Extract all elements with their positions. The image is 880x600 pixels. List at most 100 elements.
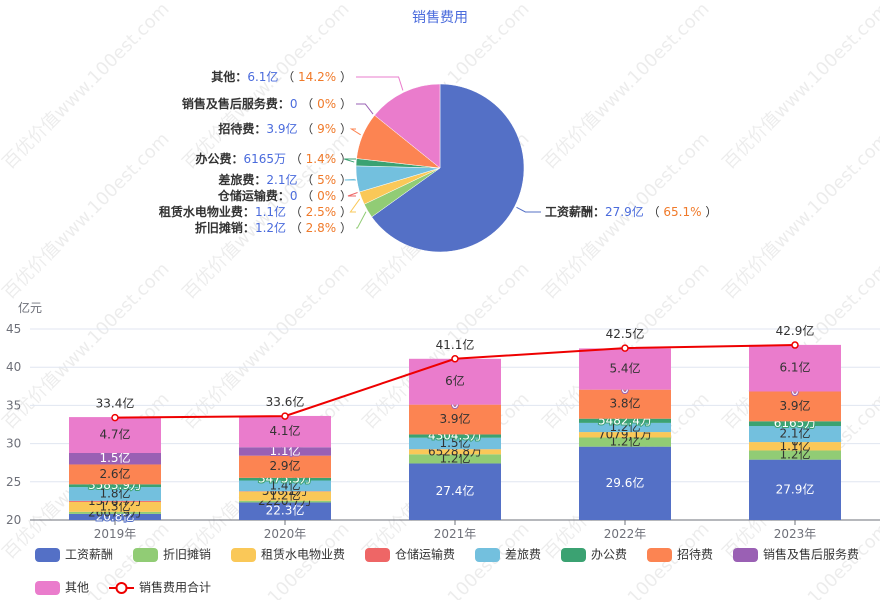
legend-item[interactable]: 差旅费 [475, 548, 541, 563]
bar-segment[interactable] [69, 417, 161, 453]
bar-segment[interactable] [579, 418, 671, 423]
bar-segment[interactable] [409, 434, 501, 438]
bar-data-label: 2.9亿 [269, 458, 300, 473]
legend-swatch-icon [475, 548, 500, 562]
bar-segment[interactable] [579, 389, 671, 419]
legend-item[interactable]: 招待费 [647, 548, 713, 563]
bar-data-label: 3.9亿 [439, 411, 470, 426]
bar-segment[interactable] [579, 422, 671, 433]
legend-item[interactable]: 销售及售后服务费 [733, 547, 859, 563]
pie-label-line [356, 103, 374, 115]
pie-slice-0[interactable] [371, 83, 525, 253]
bar-segment[interactable] [69, 500, 161, 502]
bar-segment[interactable] [749, 442, 841, 451]
legend-item[interactable]: 仓储运输费 [365, 547, 455, 563]
x-tick-label: 2022年 [604, 527, 647, 541]
bar-segment[interactable] [69, 464, 161, 485]
legend-label: 工资薪酬 [65, 548, 113, 562]
legend-label: 销售费用合计 [139, 580, 211, 595]
total-line-point[interactable] [451, 355, 459, 363]
pie-label-name: 仓储运输费： [217, 188, 290, 203]
bar-data-label: 2.1亿 [779, 426, 810, 441]
bar-segment[interactable] [69, 484, 161, 488]
bar-data-label: 29.6亿 [606, 475, 645, 490]
legend-swatch-icon [365, 548, 390, 562]
legend-item[interactable]: 工资薪酬 [35, 548, 113, 563]
bar-segment[interactable] [239, 415, 331, 448]
legend-swatch-icon [133, 548, 158, 562]
pie-label-percent: 0% [317, 97, 336, 111]
bar-data-label: 3.8亿 [609, 396, 640, 411]
legend-marker-icon [115, 582, 128, 594]
bar-data-label: 1.5亿 [439, 435, 470, 450]
bar-segment[interactable] [579, 446, 671, 520]
bar-segment[interactable] [409, 437, 501, 450]
bar-data-label: 6.1亿 [779, 360, 810, 375]
pie-label-name: 租赁水电物业费： [159, 204, 255, 219]
bar-data-label: 27.4亿 [436, 483, 475, 498]
pie-label-percent: 2.5% [306, 205, 337, 219]
legend-item[interactable]: 租赁水电物业费 [231, 548, 345, 563]
bar-segment[interactable] [69, 513, 161, 520]
bar-segment[interactable] [239, 455, 331, 478]
total-line-point[interactable] [621, 344, 629, 352]
bar-segment[interactable] [409, 463, 501, 520]
legend-item[interactable]: 办公费 [561, 547, 627, 563]
bar-segment[interactable] [239, 502, 331, 520]
bar-segment[interactable] [239, 477, 331, 481]
pie-label-name: 折旧摊销： [195, 220, 255, 235]
pie-label-line [349, 128, 361, 136]
pie-label-percent: 65.1% [663, 205, 701, 219]
legend-label: 差旅费 [505, 548, 541, 562]
bar-segment[interactable] [239, 447, 331, 456]
legend-label: 销售及售后服务费 [763, 547, 859, 562]
pie-label: 仓储运输费：0 （ 0% ） [217, 188, 352, 203]
bar-segment[interactable] [579, 348, 671, 390]
pie-slice-8[interactable] [374, 83, 441, 169]
bar-segment[interactable] [749, 421, 841, 427]
total-line-point[interactable] [281, 412, 289, 420]
pie-label-line [516, 206, 541, 213]
bar-segment[interactable] [409, 358, 501, 405]
legend-item[interactable]: 销售费用合计 [109, 580, 211, 595]
pie-label: 租赁水电物业费：1.1亿 （ 2.5% ） [159, 204, 352, 219]
bar-segment[interactable] [69, 487, 161, 501]
bar-segment[interactable] [579, 432, 671, 438]
bar-segment[interactable] [749, 450, 841, 460]
bar-data-label: 4.7亿 [99, 427, 130, 442]
pie-label-line [344, 158, 356, 163]
bar-segment[interactable] [409, 404, 501, 435]
pie-label-name: 销售及售后服务费： [182, 96, 290, 111]
bar-segment[interactable] [239, 500, 331, 503]
bar-segment[interactable] [579, 437, 671, 447]
pie-label: 折旧摊销：1.2亿 （ 2.8% ） [195, 220, 352, 235]
y-tick-label: 35 [6, 398, 21, 412]
legend-item[interactable]: 其他 [35, 581, 89, 596]
bar-segment[interactable] [749, 344, 841, 392]
pie-label-value: 6.1亿 [247, 69, 278, 84]
bar-segment[interactable] [69, 501, 161, 512]
bar-segment[interactable] [409, 454, 501, 464]
bar-segment[interactable] [749, 459, 841, 520]
pie-label-value: 0 [290, 97, 298, 111]
bar-segment[interactable] [749, 391, 841, 422]
total-line-label: 33.4亿 [96, 396, 135, 411]
pie-label: 销售及售后服务费：0 （ 0% ） [182, 96, 352, 111]
total-line-point[interactable] [111, 413, 119, 422]
bar-segment[interactable] [749, 426, 841, 443]
legend-label: 办公费 [591, 547, 627, 562]
bar-segment[interactable] [239, 480, 331, 492]
pie-label-value: 0 [290, 189, 298, 203]
bar-segment[interactable] [69, 511, 161, 514]
legend-label: 租赁水电物业费 [261, 548, 345, 562]
pie-label-value: 3.9亿 [266, 121, 297, 136]
bar-segment[interactable] [409, 449, 501, 455]
pie-label-percent: 14.2% [298, 70, 336, 84]
total-line-point[interactable] [791, 341, 799, 349]
legend-swatch-icon [35, 581, 60, 595]
bar-segment[interactable] [239, 491, 331, 501]
bar-segment[interactable] [69, 452, 161, 465]
pie-label: 其他：6.1亿 （ 14.2% ） [211, 69, 352, 84]
legend-item[interactable]: 折旧摊销 [133, 547, 211, 563]
y-tick-label: 25 [6, 475, 21, 489]
